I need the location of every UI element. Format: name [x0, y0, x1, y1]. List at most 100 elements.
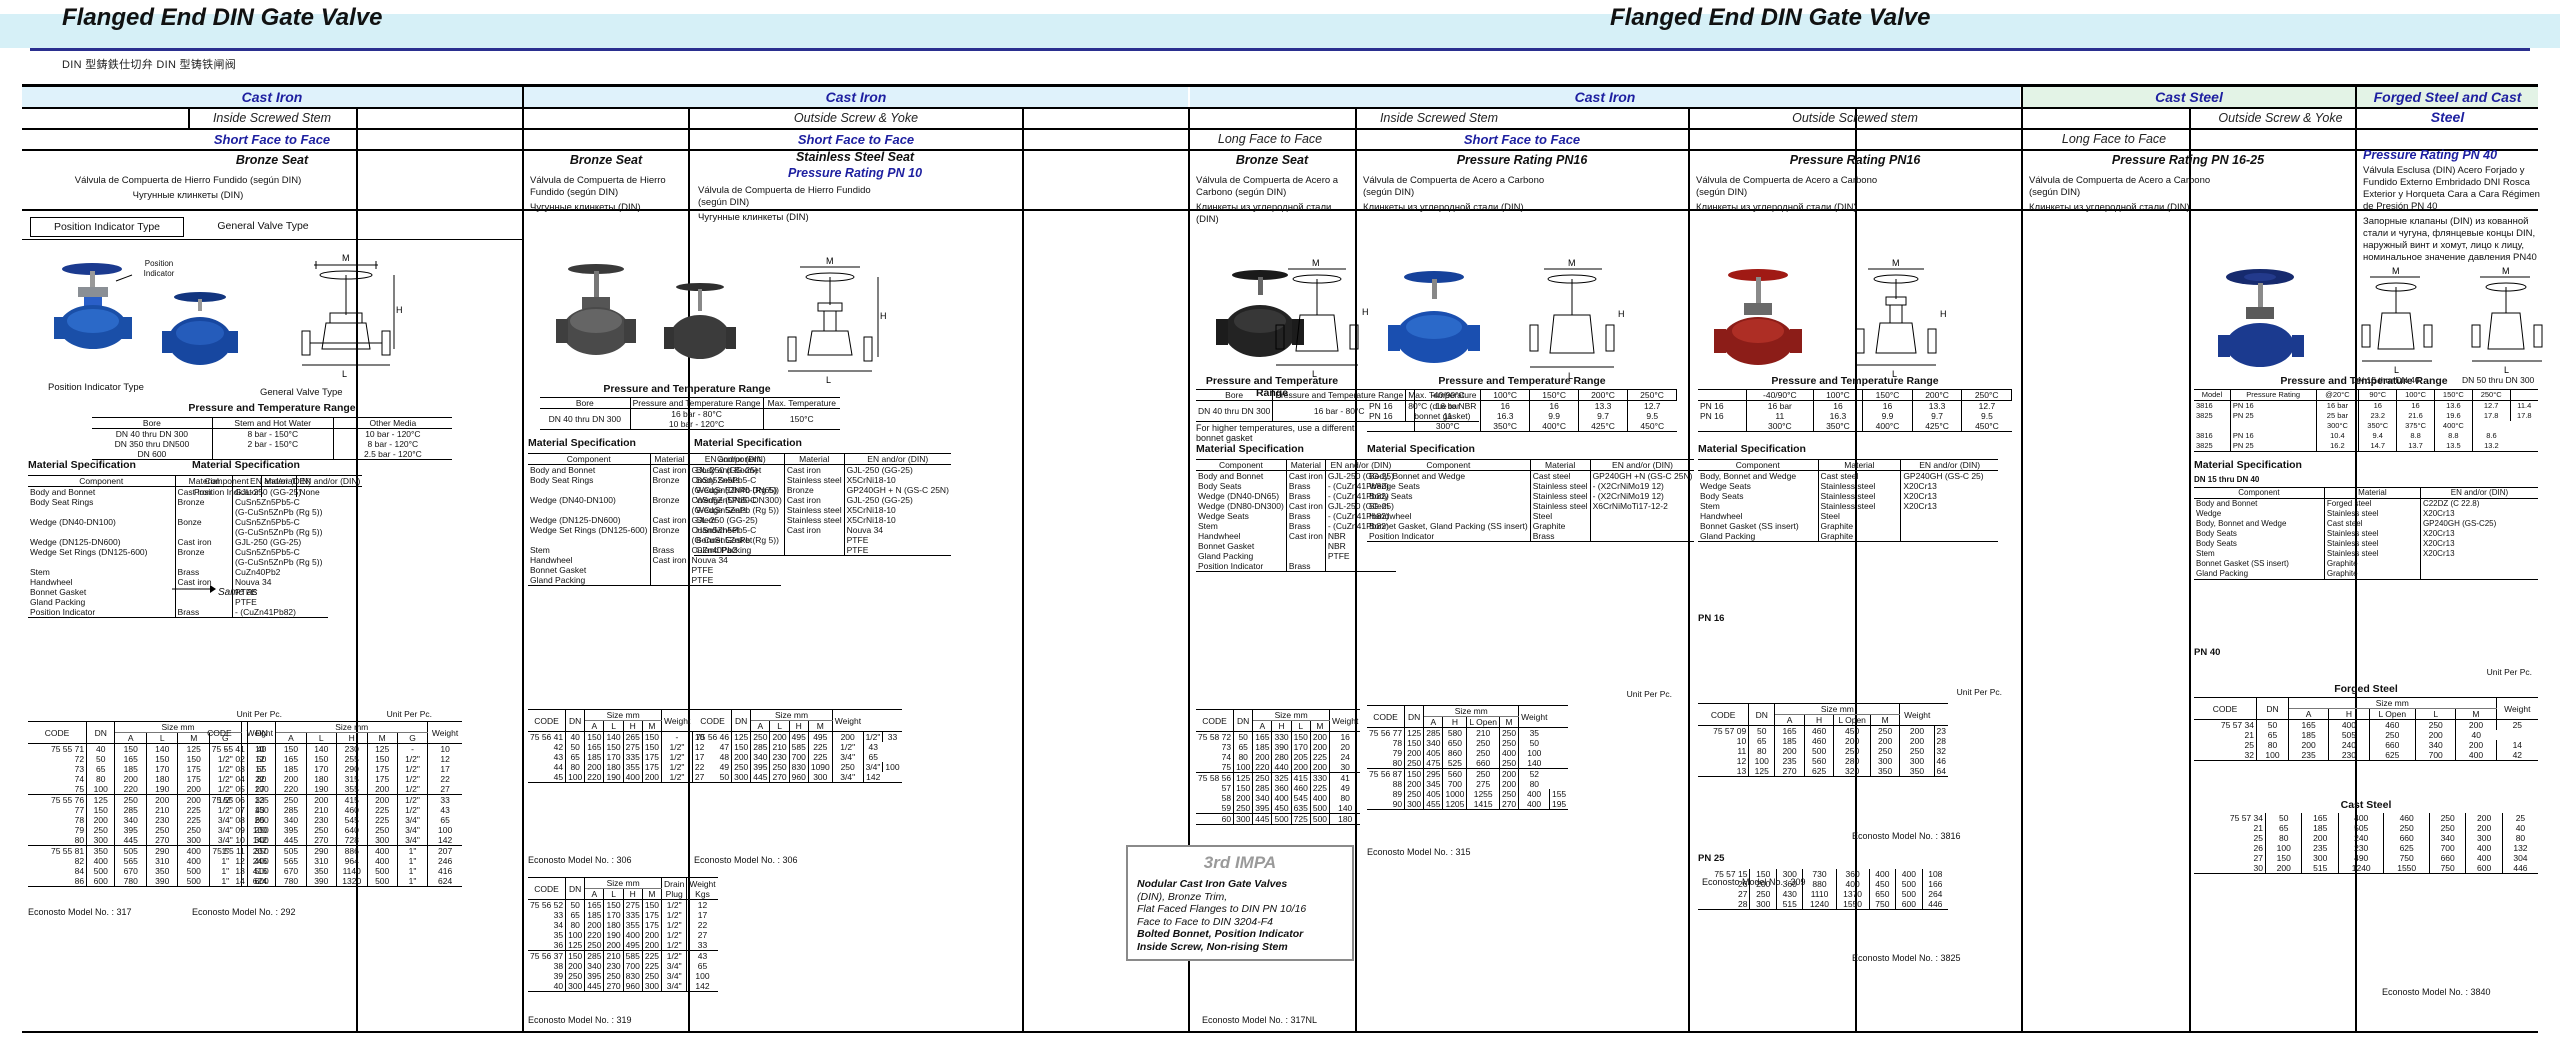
table-cell: 200: [2465, 813, 2503, 823]
table-cell: [1590, 521, 1694, 531]
col-header: EN and/or (DIN): [1612, 460, 1673, 470]
table-cell: GP240GH + N (GS-C 25N): [846, 485, 949, 495]
table-cell: 390: [306, 876, 337, 887]
table-cell: 500: [86, 866, 116, 876]
table-cell: 220: [114, 784, 147, 795]
table-cell: 830: [789, 762, 809, 772]
table-row: 42 50 165 150 275 150 1/2" 12: [528, 742, 706, 752]
col-header: 150°C: [2434, 389, 2473, 401]
table-cell: 230: [2338, 843, 2385, 853]
table-cell: 155: [1551, 789, 1567, 799]
table-cell: 250: [1499, 789, 1520, 799]
col-header: -40/90°C: [1746, 389, 1814, 401]
table-cell: 10: [1698, 736, 1750, 746]
table-cell: None: [299, 487, 320, 497]
table-cell: 400°C: [1862, 421, 1913, 432]
table-cell: PTFE: [235, 597, 257, 607]
table-cell: 600: [86, 876, 116, 887]
table-cell: 200: [584, 762, 605, 772]
table-cell: 1/2": [661, 742, 693, 752]
desc-c2b: Válvula de Compuerta de Hierro Fundido (…: [698, 185, 898, 224]
table-cell: 264: [1928, 889, 1943, 899]
table-cell: Body and Bonnet: [1196, 470, 1287, 481]
table-cell: Steel: [1530, 511, 1591, 521]
table-cell: 3825: [2194, 441, 2231, 452]
table-cell: Handwheel: [694, 525, 785, 535]
position-indicator-type-box[interactable]: Position Indicator Type: [30, 217, 184, 237]
table-cell: 310: [306, 856, 337, 866]
col-header: H: [336, 732, 368, 744]
table-cell: 600: [1895, 899, 1923, 910]
title-rule: [30, 48, 2530, 51]
band-cast-iron-1: Cast Iron: [22, 87, 522, 107]
table-cell: 52: [1529, 769, 1540, 779]
table-cell: Handwheel: [1698, 511, 1819, 521]
col-header: @20°C: [2316, 389, 2360, 401]
col-header: Material: [1530, 459, 1591, 471]
table-cell: 300: [1870, 756, 1901, 766]
table-cell: Wedge: [2194, 509, 2325, 519]
col-header: DN: [731, 709, 752, 732]
table-cell: 270: [306, 835, 337, 846]
table-cell: 300: [1776, 869, 1804, 879]
table-cell: 80: [1233, 752, 1254, 762]
table-cell: 05: [192, 784, 248, 795]
table-cell: 65: [565, 910, 586, 920]
table-cell: 495: [789, 731, 809, 742]
table-row: Handwheel Cast iron Nouva 34: [528, 555, 781, 565]
general-valve-type-box[interactable]: General Valve Type: [190, 217, 336, 235]
table-cell: 25 bar: [2316, 411, 2360, 421]
table-cell: 75: [1196, 762, 1235, 773]
table-cell: Body Seat Rings: [528, 475, 651, 485]
c5-size-table2: 75 57 15 150 300 730 360 400 400 108 26 200 360 880…: [1698, 869, 1948, 910]
table-cell: 50: [1529, 738, 1540, 748]
table-cell: 235: [2301, 843, 2339, 853]
table-cell: Handwheel: [1196, 531, 1287, 541]
table-cell: Stainless steel: [784, 475, 845, 485]
table-cell: Wedge Seats: [1698, 481, 1819, 491]
table-cell: 200: [306, 794, 337, 805]
table-cell: 125: [367, 743, 398, 754]
table-cell: 240: [2338, 833, 2385, 843]
table-cell: 28: [1698, 899, 1751, 910]
table-row: 13 500 670 350 1140 500 1" 416: [192, 866, 462, 876]
col-header: A: [2288, 708, 2330, 720]
col-header: EN and/or (DIN): [299, 476, 361, 486]
table-cell: 07: [192, 805, 248, 815]
stem-outside-screwed-4: Outside Screwed stem: [1792, 111, 1918, 125]
table-cell: 40: [247, 743, 277, 754]
table-cell: Position Indicator: [192, 486, 263, 497]
col-header: Weight: [2504, 703, 2531, 714]
table-cell: NBR: [1327, 541, 1346, 551]
table-cell: 75 55 41: [192, 743, 248, 754]
table-cell: 505: [2328, 730, 2370, 740]
table-cell: 42: [528, 742, 567, 752]
table-cell: - (CuZn41Pb82): [1327, 491, 1389, 501]
table-cell: 585: [623, 950, 643, 961]
table-cell: 220: [1252, 762, 1273, 773]
table-cell: 13: [1698, 766, 1750, 777]
table-cell: 340: [1423, 738, 1444, 748]
table-cell: 624: [437, 876, 453, 886]
table-cell: 315: [336, 774, 368, 784]
table-cell: 295: [1423, 768, 1444, 779]
col-header: Component: [528, 453, 651, 465]
table-cell: 3/4": [661, 961, 688, 971]
table-cell: Body Seats: [2194, 529, 2325, 539]
svg-text:M: M: [2392, 266, 2400, 276]
col-header: [1367, 389, 1416, 401]
table-cell: 1/2": [397, 794, 429, 805]
table-row: Stem Stainless steel X5CrNi18-10: [694, 515, 951, 525]
col-header: 250°C: [2472, 389, 2511, 401]
table-cell: Handwheel: [528, 555, 651, 565]
table-cell: Body, Bonnet and Wedge: [1698, 470, 1819, 481]
table-cell: 30: [1340, 762, 1350, 772]
table-cell: 150: [146, 754, 179, 764]
table-cell: X5CrNi18-10: [846, 505, 896, 515]
table-cell: 82: [28, 856, 88, 866]
table-cell: 405: [1423, 789, 1444, 799]
table-cell: 250: [1870, 725, 1901, 736]
table-cell: 200: [2301, 833, 2339, 843]
table-cell: PN 16: [1698, 400, 1748, 411]
